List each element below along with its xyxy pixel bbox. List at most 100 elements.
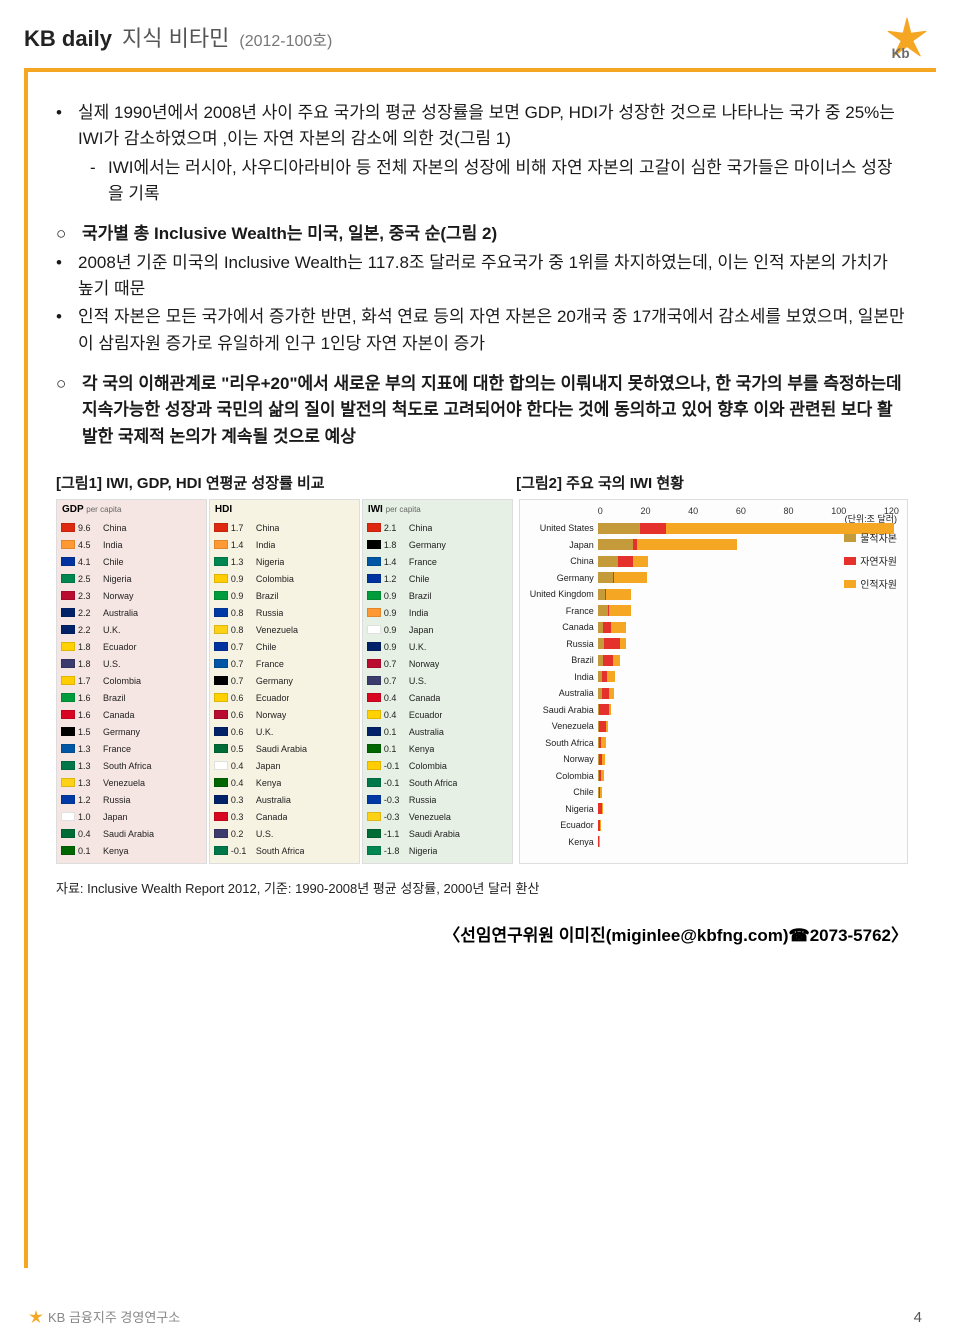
growth-row: -1.1Saudi Arabia bbox=[367, 825, 508, 842]
growth-value: -0.1 bbox=[384, 778, 406, 788]
growth-value: 2.3 bbox=[78, 591, 100, 601]
growth-row: 2.5Nigeria bbox=[61, 570, 202, 587]
flag-icon bbox=[214, 812, 228, 821]
country-name: U.K. bbox=[256, 727, 274, 737]
country-name: South Africa bbox=[409, 778, 458, 788]
bar-row: Venezuela bbox=[526, 718, 899, 735]
country-name: Japan bbox=[409, 625, 434, 635]
flag-icon bbox=[61, 659, 75, 668]
flag-icon bbox=[367, 591, 381, 600]
growth-value: -0.3 bbox=[384, 795, 406, 805]
growth-row: 4.5India bbox=[61, 536, 202, 553]
bar-segment bbox=[598, 605, 608, 616]
country-name: Russia bbox=[409, 795, 437, 805]
bar-row: Ecuador bbox=[526, 817, 899, 834]
country-name: Colombia bbox=[256, 574, 294, 584]
growth-value: 0.1 bbox=[384, 727, 406, 737]
flag-icon bbox=[367, 625, 381, 634]
x-tick: 0 bbox=[598, 506, 603, 516]
growth-value: 0.2 bbox=[231, 829, 253, 839]
country-name: Saudi Arabia bbox=[103, 829, 154, 839]
flag-icon bbox=[367, 642, 381, 651]
country-name: U.K. bbox=[409, 642, 427, 652]
country-name: Canada bbox=[256, 812, 288, 822]
growth-value: 0.3 bbox=[231, 812, 253, 822]
legend-swatch bbox=[844, 557, 856, 565]
country-name: France bbox=[256, 659, 284, 669]
growth-row: -0.1South Africa bbox=[214, 842, 355, 859]
country-name: Norway bbox=[256, 710, 287, 720]
bar-segment bbox=[640, 523, 665, 534]
growth-row: 1.2Russia bbox=[61, 791, 202, 808]
country-name: Ecuador bbox=[256, 693, 290, 703]
growth-value: -0.1 bbox=[231, 846, 253, 856]
title-sub: 지식 비타민 bbox=[122, 21, 229, 53]
growth-value: 1.2 bbox=[384, 574, 406, 584]
bar-segment bbox=[606, 589, 631, 600]
bar-segment bbox=[601, 770, 604, 781]
sub-1: IWI에서는 러시아, 사우디아라비아 등 전체 자본의 성장에 비해 자연 자… bbox=[108, 155, 908, 208]
country-name: Kenya bbox=[409, 744, 435, 754]
x-tick: 40 bbox=[688, 506, 698, 516]
growth-row: 0.5Saudi Arabia bbox=[214, 740, 355, 757]
flag-icon bbox=[367, 557, 381, 566]
growth-row: 1.4India bbox=[214, 536, 355, 553]
country-name: Brazil bbox=[409, 591, 432, 601]
bar-segment bbox=[637, 539, 737, 550]
bar-label: China bbox=[526, 556, 598, 566]
growth-row: 1.5Germany bbox=[61, 723, 202, 740]
growth-row: -0.1Colombia bbox=[367, 757, 508, 774]
column-header: GDP per capita bbox=[57, 500, 206, 517]
flag-icon bbox=[214, 710, 228, 719]
country-name: China bbox=[409, 523, 433, 533]
country-name: China bbox=[256, 523, 280, 533]
growth-value: 0.9 bbox=[384, 642, 406, 652]
bar-area bbox=[598, 688, 899, 699]
country-name: Ecuador bbox=[103, 642, 137, 652]
growth-value: 0.7 bbox=[231, 642, 253, 652]
growth-row: -1.8Nigeria bbox=[367, 842, 508, 859]
bar-label: Venezuela bbox=[526, 721, 598, 731]
growth-value: 2.1 bbox=[384, 523, 406, 533]
chart2-title: [그림2] 주요 국의 IWI 현황 bbox=[516, 472, 684, 493]
growth-column: GDP per capita9.6China4.5India4.1Chile2.… bbox=[56, 499, 207, 864]
growth-value: 1.8 bbox=[384, 540, 406, 550]
bar-label: Japan bbox=[526, 540, 598, 550]
bar-area bbox=[598, 737, 899, 748]
bar-label: Colombia bbox=[526, 771, 598, 781]
flag-icon bbox=[61, 625, 75, 634]
growth-value: 0.6 bbox=[231, 727, 253, 737]
bar-label: Saudi Arabia bbox=[526, 705, 598, 715]
growth-row: 1.0Japan bbox=[61, 808, 202, 825]
bar-area bbox=[598, 770, 899, 781]
country-name: Australia bbox=[256, 795, 291, 805]
growth-row: 1.3South Africa bbox=[61, 757, 202, 774]
bar-area bbox=[598, 671, 899, 682]
x-tick: 80 bbox=[784, 506, 794, 516]
country-name: Ecuador bbox=[409, 710, 443, 720]
legend-label: 물적자본 bbox=[860, 530, 897, 545]
flag-icon bbox=[367, 812, 381, 821]
flag-icon bbox=[61, 846, 75, 855]
growth-value: 2.2 bbox=[78, 608, 100, 618]
country-name: Saudi Arabia bbox=[256, 744, 307, 754]
bar-segment bbox=[598, 539, 633, 550]
country-name: Japan bbox=[103, 812, 128, 822]
country-name: U.S. bbox=[409, 676, 427, 686]
bar-row: Australia bbox=[526, 685, 899, 702]
flag-icon bbox=[61, 812, 75, 821]
bar-row: Chile bbox=[526, 784, 899, 801]
bar-row: United States bbox=[526, 520, 899, 537]
country-name: Chile bbox=[409, 574, 430, 584]
growth-value: 1.3 bbox=[78, 778, 100, 788]
bar-label: South Africa bbox=[526, 738, 598, 748]
growth-value: 0.3 bbox=[231, 795, 253, 805]
country-name: Colombia bbox=[409, 761, 447, 771]
title-main: KB daily bbox=[24, 26, 112, 52]
growth-value: 0.6 bbox=[231, 693, 253, 703]
growth-value: -1.1 bbox=[384, 829, 406, 839]
bar-area bbox=[598, 820, 899, 831]
bar-segment bbox=[598, 572, 613, 583]
country-name: Nigeria bbox=[409, 846, 438, 856]
flag-icon bbox=[61, 710, 75, 719]
